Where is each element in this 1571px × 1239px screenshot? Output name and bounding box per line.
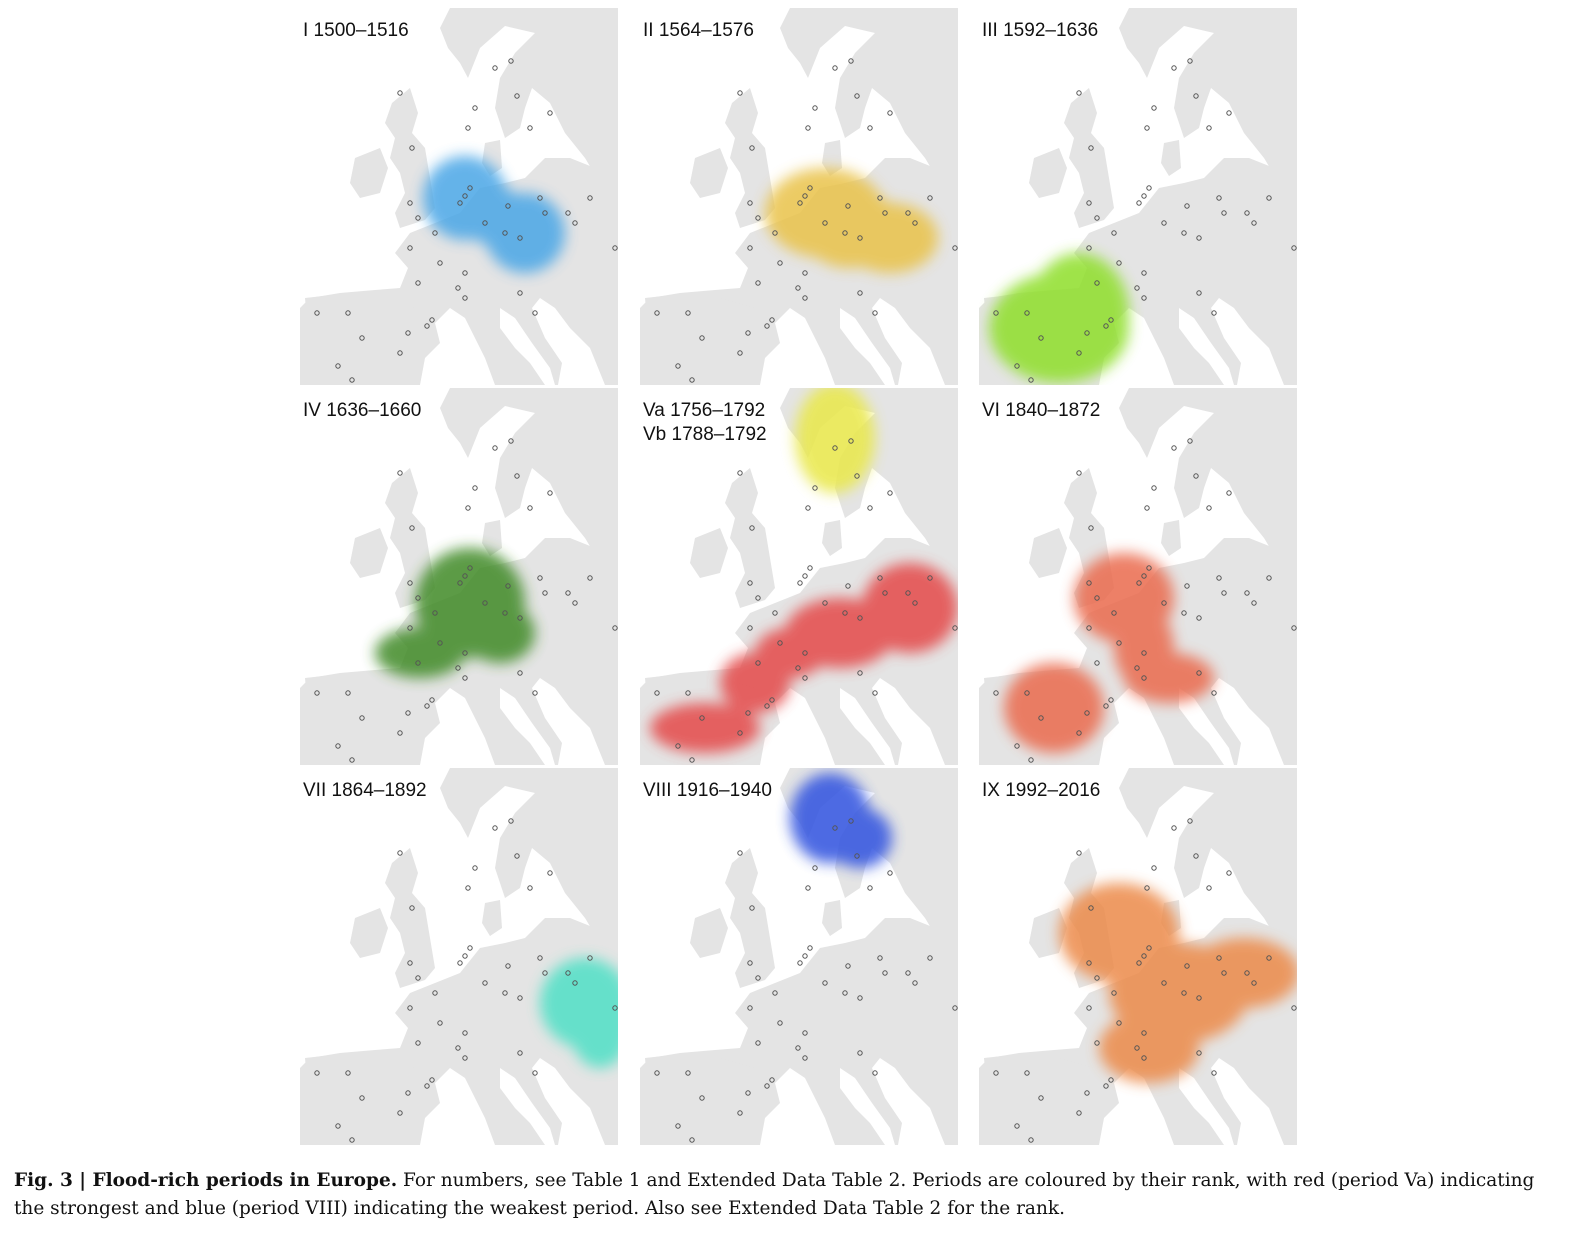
flood-region-VIII [790, 773, 892, 868]
flood-region-I [423, 156, 565, 273]
map-panel-II: II 1564–1576 [640, 8, 958, 385]
land-shape [300, 768, 618, 1145]
map-svg [300, 388, 618, 765]
map-panel-I: I 1500–1516 [300, 8, 618, 385]
flood-region-IV [375, 548, 535, 678]
map-panel-VIII: VIII 1916–1940 [640, 768, 958, 1145]
period-label-III: III 1592–1636 [982, 20, 1099, 41]
figure-caption: Fig. 3 | Flood-rich periods in Europe. F… [14, 1167, 1564, 1223]
period-label-II: II 1564–1576 [643, 20, 754, 41]
map-svg [979, 8, 1297, 385]
flood-region-VII [540, 958, 618, 1068]
map-panel-IV: IV 1636–1660 [300, 388, 618, 765]
period-label-VI: VI 1840–1872 [982, 400, 1101, 421]
map-panel-VI: VI 1840–1872 [979, 388, 1297, 765]
period-label-VIII: VIII 1916–1940 [643, 780, 772, 801]
map-svg [300, 768, 618, 1145]
map-panel-V: Va 1756–1792 Vb 1788–1792 [640, 388, 958, 765]
map-svg [640, 768, 958, 1145]
period-label-IV: IV 1636–1660 [303, 400, 422, 421]
map-svg [979, 768, 1297, 1145]
map-svg [300, 8, 618, 385]
map-svg [979, 388, 1297, 765]
map-svg [640, 8, 958, 385]
flood-region-III [989, 253, 1129, 383]
period-label-Va: Va 1756–1792 [643, 400, 766, 421]
period-label-Vb: Vb 1788–1792 [643, 424, 767, 445]
map-panel-III: III 1592–1636 [979, 8, 1297, 385]
map-panel-IX: IX 1992–2016 [979, 768, 1297, 1145]
period-label-VII: VII 1864–1892 [303, 780, 427, 801]
period-label-IX: IX 1992–2016 [982, 780, 1101, 801]
flood-maps-figure: I 1500–1516 II 1564–1576 III 1592–1636 [300, 8, 1300, 1145]
flood-region-II [765, 168, 938, 273]
map-svg [640, 388, 958, 765]
map-panel-VII: VII 1864–1892 [300, 768, 618, 1145]
period-label-I: I 1500–1516 [303, 20, 409, 41]
caption-text: For numbers, see Table 1 and Extended Da… [14, 1170, 1535, 1219]
flood-region-VI [1004, 553, 1214, 753]
caption-title: Fig. 3 | Flood-rich periods in Europe. [14, 1170, 398, 1191]
flood-region-Vb [795, 388, 875, 493]
